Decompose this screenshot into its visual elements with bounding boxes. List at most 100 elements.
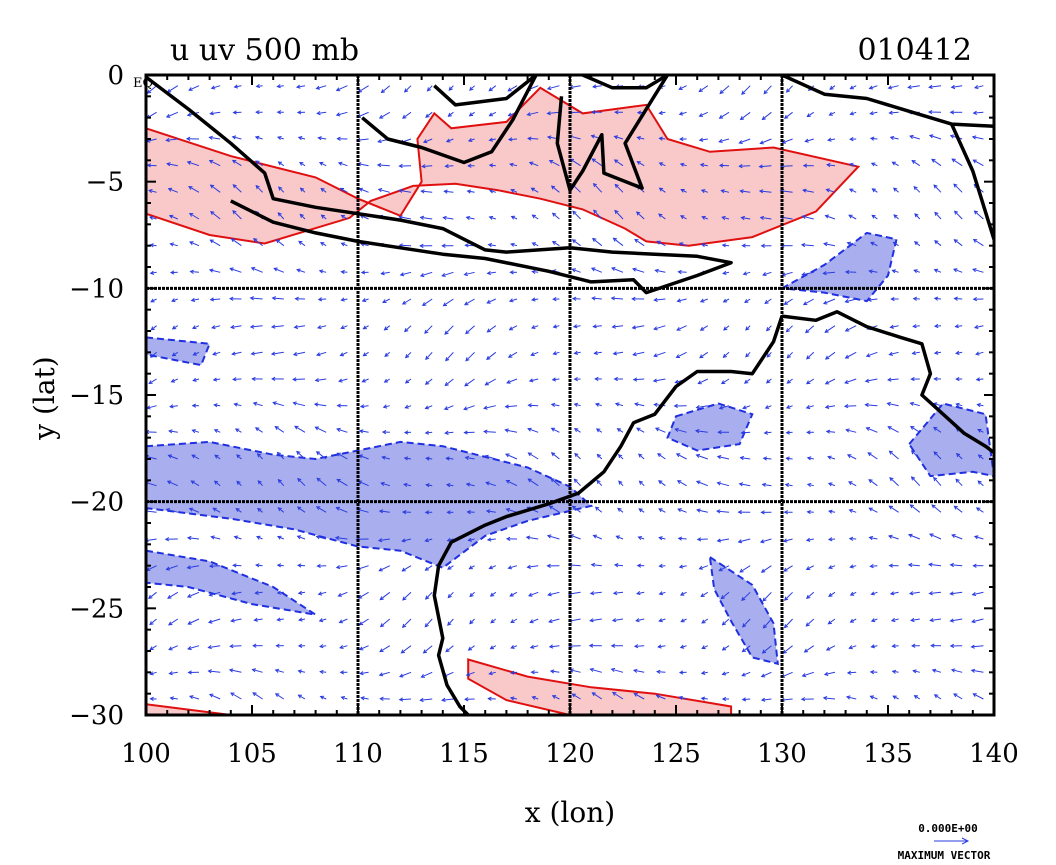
wind-vector-head xyxy=(762,456,768,461)
wind-vector-head xyxy=(509,670,515,675)
wind-vector xyxy=(850,85,857,90)
wind-vector-head xyxy=(546,135,552,140)
wind-vector-head xyxy=(971,619,976,624)
wind-vector-head xyxy=(551,241,557,245)
wind-vector xyxy=(146,405,157,409)
wind-vector-head xyxy=(571,505,577,510)
wind-vector xyxy=(974,210,984,220)
wind-vector xyxy=(211,536,221,540)
wind-vector xyxy=(251,267,263,273)
wind-vector xyxy=(806,565,815,570)
wind-vector xyxy=(889,505,899,513)
wind-vector-head xyxy=(592,324,597,329)
wind-vector xyxy=(696,405,708,409)
wind-vector xyxy=(870,695,878,700)
wind-vector-head xyxy=(211,325,216,330)
wind-vector-head xyxy=(655,694,661,699)
wind-vector-head xyxy=(783,624,789,629)
wind-vector xyxy=(318,137,327,140)
wind-vector-head xyxy=(869,695,874,700)
wind-vector-head xyxy=(339,187,345,192)
wind-vector-head xyxy=(572,210,577,215)
wind-vector xyxy=(867,452,878,460)
wind-vector-head xyxy=(802,163,808,168)
wind-vector xyxy=(633,378,645,381)
wind-vector xyxy=(973,239,984,247)
wind-vector xyxy=(934,269,942,273)
wind-vector-head xyxy=(759,215,765,221)
wind-vector-head xyxy=(656,669,661,674)
wind-vector-head xyxy=(379,623,385,628)
wind-vector-head xyxy=(658,563,663,569)
y-axis-label: y (lat) xyxy=(28,356,61,440)
wind-vector-head xyxy=(889,135,895,140)
wind-vector xyxy=(530,645,539,649)
wind-vector-head xyxy=(913,269,918,274)
wind-vector xyxy=(614,210,624,220)
wind-vector-head xyxy=(761,116,766,121)
wind-vector xyxy=(487,271,496,274)
wind-vector-head xyxy=(632,352,637,357)
wind-vector xyxy=(253,238,263,247)
wind-vector xyxy=(931,504,942,513)
positive-u-regions xyxy=(146,86,861,715)
wind-vector-head xyxy=(382,404,388,409)
wind-vector-head xyxy=(209,239,214,244)
wind-vector-head xyxy=(870,644,875,649)
wind-vector-head xyxy=(824,328,829,333)
wind-vector-head xyxy=(636,591,641,596)
negative-region xyxy=(666,402,754,452)
wind-vector-head xyxy=(955,376,960,382)
wind-vector xyxy=(528,591,539,597)
wind-vector-head xyxy=(933,376,938,382)
wind-vector xyxy=(404,85,412,93)
wind-vector xyxy=(528,137,539,140)
wind-vector xyxy=(214,454,221,460)
wind-vector-head xyxy=(699,298,705,303)
wind-vector xyxy=(742,698,751,701)
wind-vector xyxy=(166,565,178,570)
wind-vector xyxy=(336,478,348,487)
wind-vector xyxy=(188,85,200,91)
wind-vector-head xyxy=(380,271,385,276)
wind-vector-head xyxy=(893,187,898,192)
wind-vector-head xyxy=(635,618,640,623)
wind-vector xyxy=(255,160,263,167)
wind-vector-head xyxy=(486,355,491,360)
wind-vector-head xyxy=(933,426,938,431)
wind-vector xyxy=(488,85,497,92)
wind-vector xyxy=(826,645,836,651)
wind-vector-head xyxy=(868,479,873,484)
wind-vector xyxy=(423,645,433,654)
wind-vector xyxy=(828,618,836,625)
wind-vector xyxy=(802,271,814,276)
wind-vector xyxy=(381,85,391,93)
wind-vector-head xyxy=(249,324,255,329)
wind-vector-head xyxy=(236,454,241,459)
wind-vector xyxy=(744,378,751,384)
wind-vector-head xyxy=(588,643,594,648)
wind-vector xyxy=(488,244,496,247)
x-tick-label: 120 xyxy=(545,739,595,769)
wind-vector xyxy=(634,403,645,407)
wind-vector xyxy=(893,187,899,193)
wind-vector xyxy=(170,697,178,700)
wind-vector-head xyxy=(400,649,405,654)
wind-vector xyxy=(976,507,984,513)
wind-vector-head xyxy=(594,506,600,511)
wind-vector xyxy=(616,535,624,540)
wind-vector-head xyxy=(975,377,981,382)
wind-vector-head xyxy=(955,452,961,458)
wind-vector xyxy=(633,669,645,673)
negative-region xyxy=(778,231,898,303)
wind-vector-head xyxy=(340,214,346,219)
wind-vector-head xyxy=(277,478,282,484)
wind-vector xyxy=(166,138,178,141)
wind-vector xyxy=(379,510,390,513)
wind-vector-head xyxy=(870,162,876,167)
wind-vector-head xyxy=(891,269,896,274)
wind-vector-head xyxy=(891,643,896,649)
wind-vector-head xyxy=(700,696,706,701)
wind-vector-head xyxy=(716,538,722,543)
wind-vector-head xyxy=(506,379,511,384)
